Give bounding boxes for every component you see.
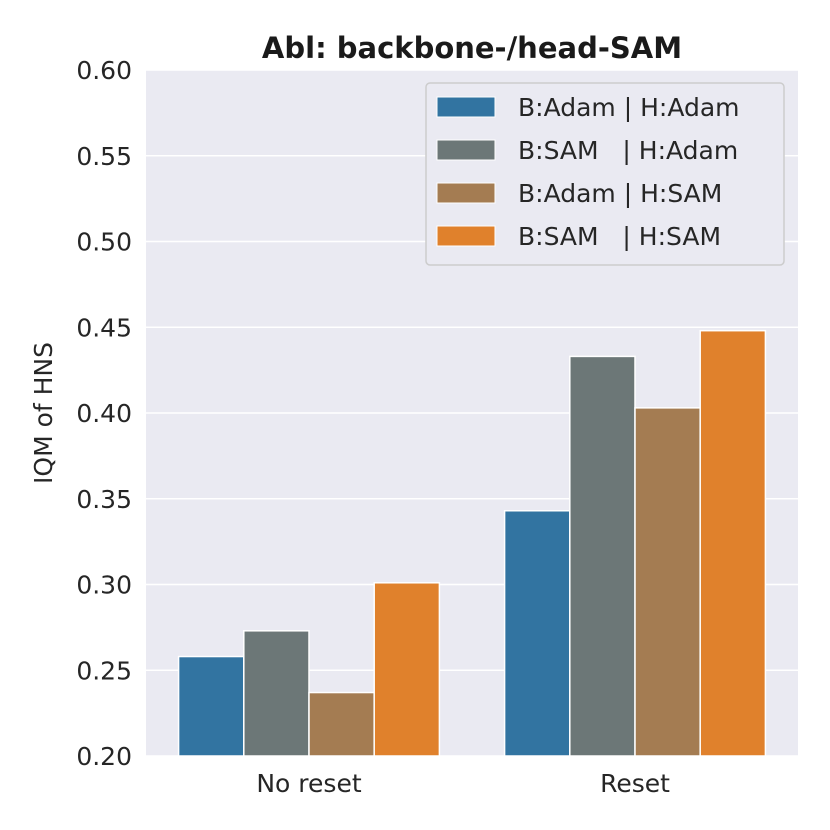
chart-title: Abl: backbone-/head-SAM xyxy=(262,31,682,65)
y-tick-label: 0.45 xyxy=(76,313,132,342)
y-tick-labels: 0.20 0.25 0.30 0.35 0.40 0.45 0.50 0.55 0.60 xyxy=(76,56,132,771)
legend-swatch xyxy=(436,225,496,247)
legend: B:Adam | H:Adam B:SAM | H:Adam B:Adam | H:… xyxy=(425,82,785,266)
y-tick-label: 0.25 xyxy=(76,656,132,685)
y-tick-label: 0.35 xyxy=(76,485,132,514)
bars xyxy=(177,329,767,757)
y-tick-label: 0.40 xyxy=(76,399,132,428)
legend-label: B:Adam | H:Adam xyxy=(518,93,740,122)
y-tick-label: 0.20 xyxy=(76,742,132,771)
y-tick-label: 0.55 xyxy=(76,142,132,171)
legend-label: B:SAM | H:Adam xyxy=(518,136,738,165)
legend-swatch xyxy=(436,182,496,204)
y-tick-label: 0.60 xyxy=(76,56,132,85)
bar xyxy=(569,355,636,757)
bar xyxy=(503,510,571,757)
bar xyxy=(243,630,310,757)
legend-swatch xyxy=(436,139,496,161)
bar xyxy=(177,655,245,757)
legend-swatch xyxy=(436,96,496,118)
bar xyxy=(634,407,701,757)
bar xyxy=(699,329,767,757)
y-axis-label: IQM of HNS xyxy=(29,342,58,484)
x-tick-labels: No reset Reset xyxy=(256,769,670,798)
bar xyxy=(373,582,441,757)
legend-box xyxy=(425,82,785,266)
legend-label: B:Adam | H:SAM xyxy=(518,179,722,208)
x-tick-label: Reset xyxy=(600,769,670,798)
y-tick-label: 0.30 xyxy=(76,571,132,600)
legend-label: B:SAM | H:SAM xyxy=(518,222,721,251)
bar xyxy=(308,691,375,757)
y-tick-label: 0.50 xyxy=(76,228,132,257)
x-tick-label: No reset xyxy=(256,769,361,798)
